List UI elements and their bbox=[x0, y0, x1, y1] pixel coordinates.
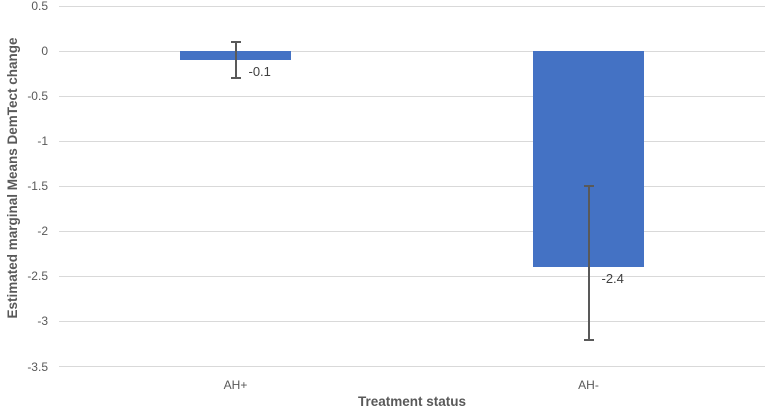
error-bar-cap-bottom bbox=[230, 77, 241, 80]
gridline bbox=[59, 275, 765, 277]
error-bar bbox=[587, 186, 590, 340]
error-bar bbox=[234, 42, 237, 79]
y-tick-label: 0 bbox=[41, 44, 48, 59]
gridline bbox=[59, 95, 765, 97]
category-label: AH- bbox=[578, 377, 599, 392]
x-axis-title: Treatment status bbox=[357, 394, 467, 409]
y-tick-label: 0.5 bbox=[31, 0, 48, 13]
y-tick-label: -1 bbox=[37, 134, 48, 149]
gridline bbox=[59, 230, 765, 232]
category-label: AH+ bbox=[223, 377, 248, 392]
gridline bbox=[59, 5, 765, 7]
error-bar-cap-top bbox=[583, 185, 594, 188]
y-tick-label: -1.5 bbox=[27, 179, 48, 194]
y-tick-label: -2 bbox=[37, 224, 48, 239]
y-tick-label: -3.5 bbox=[27, 359, 48, 374]
gridline bbox=[59, 140, 765, 142]
y-tick-label: -2.5 bbox=[27, 269, 48, 284]
error-bar-cap-bottom bbox=[583, 338, 594, 341]
error-bar-cap-top bbox=[230, 41, 241, 44]
y-axis-title: Estimated marginal Means DemTect change bbox=[5, 37, 20, 319]
data-label: -2.4 bbox=[601, 271, 624, 287]
gridline bbox=[59, 50, 765, 52]
gridline bbox=[59, 320, 765, 322]
gridline bbox=[59, 366, 765, 368]
y-tick-label: -0.5 bbox=[27, 89, 48, 104]
y-tick-label: -3 bbox=[37, 314, 48, 329]
gridline bbox=[59, 185, 765, 187]
data-label: -0.1 bbox=[248, 64, 271, 80]
